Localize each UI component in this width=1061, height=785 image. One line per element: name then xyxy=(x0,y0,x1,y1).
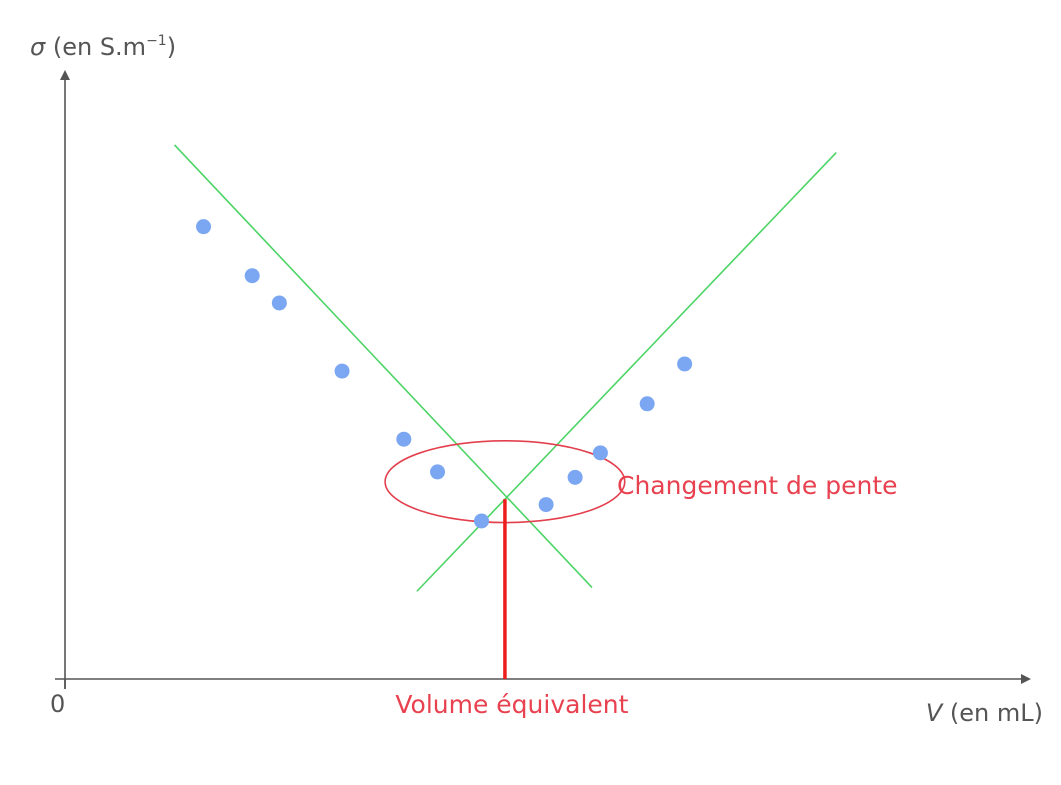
data-point-1 xyxy=(196,219,212,235)
data-point-12 xyxy=(677,356,693,372)
data-point-6 xyxy=(430,464,446,480)
data-point-2 xyxy=(244,268,260,284)
x-axis-unit-text: (en mL) xyxy=(942,699,1043,727)
origin-label: 0 xyxy=(50,690,65,718)
y-axis-unit-exponent: −1 xyxy=(146,33,167,49)
data-point-4 xyxy=(334,363,350,379)
x-axis-label: V (en mL) xyxy=(926,699,1043,727)
data-point-3 xyxy=(271,295,287,311)
y-axis-label: σ (en S.m−1) xyxy=(30,33,176,61)
data-points xyxy=(196,219,693,529)
data-point-11 xyxy=(639,396,655,412)
axes xyxy=(55,70,1031,689)
y-axis-unit-text: (en S.m xyxy=(45,33,146,61)
slope-change-label: Changement de pente xyxy=(617,471,898,500)
fit-line-1 xyxy=(173,144,593,588)
data-point-5 xyxy=(396,431,412,447)
data-point-8 xyxy=(538,497,554,513)
y-axis-symbol: σ xyxy=(30,33,46,61)
data-point-10 xyxy=(592,445,608,461)
equivalence-volume-label: Volume équivalent xyxy=(395,690,628,719)
data-point-7 xyxy=(474,513,490,529)
y-axis-unit-suffix: ) xyxy=(167,33,176,61)
data-point-9 xyxy=(567,469,583,485)
x-axis-symbol: V xyxy=(926,699,944,727)
